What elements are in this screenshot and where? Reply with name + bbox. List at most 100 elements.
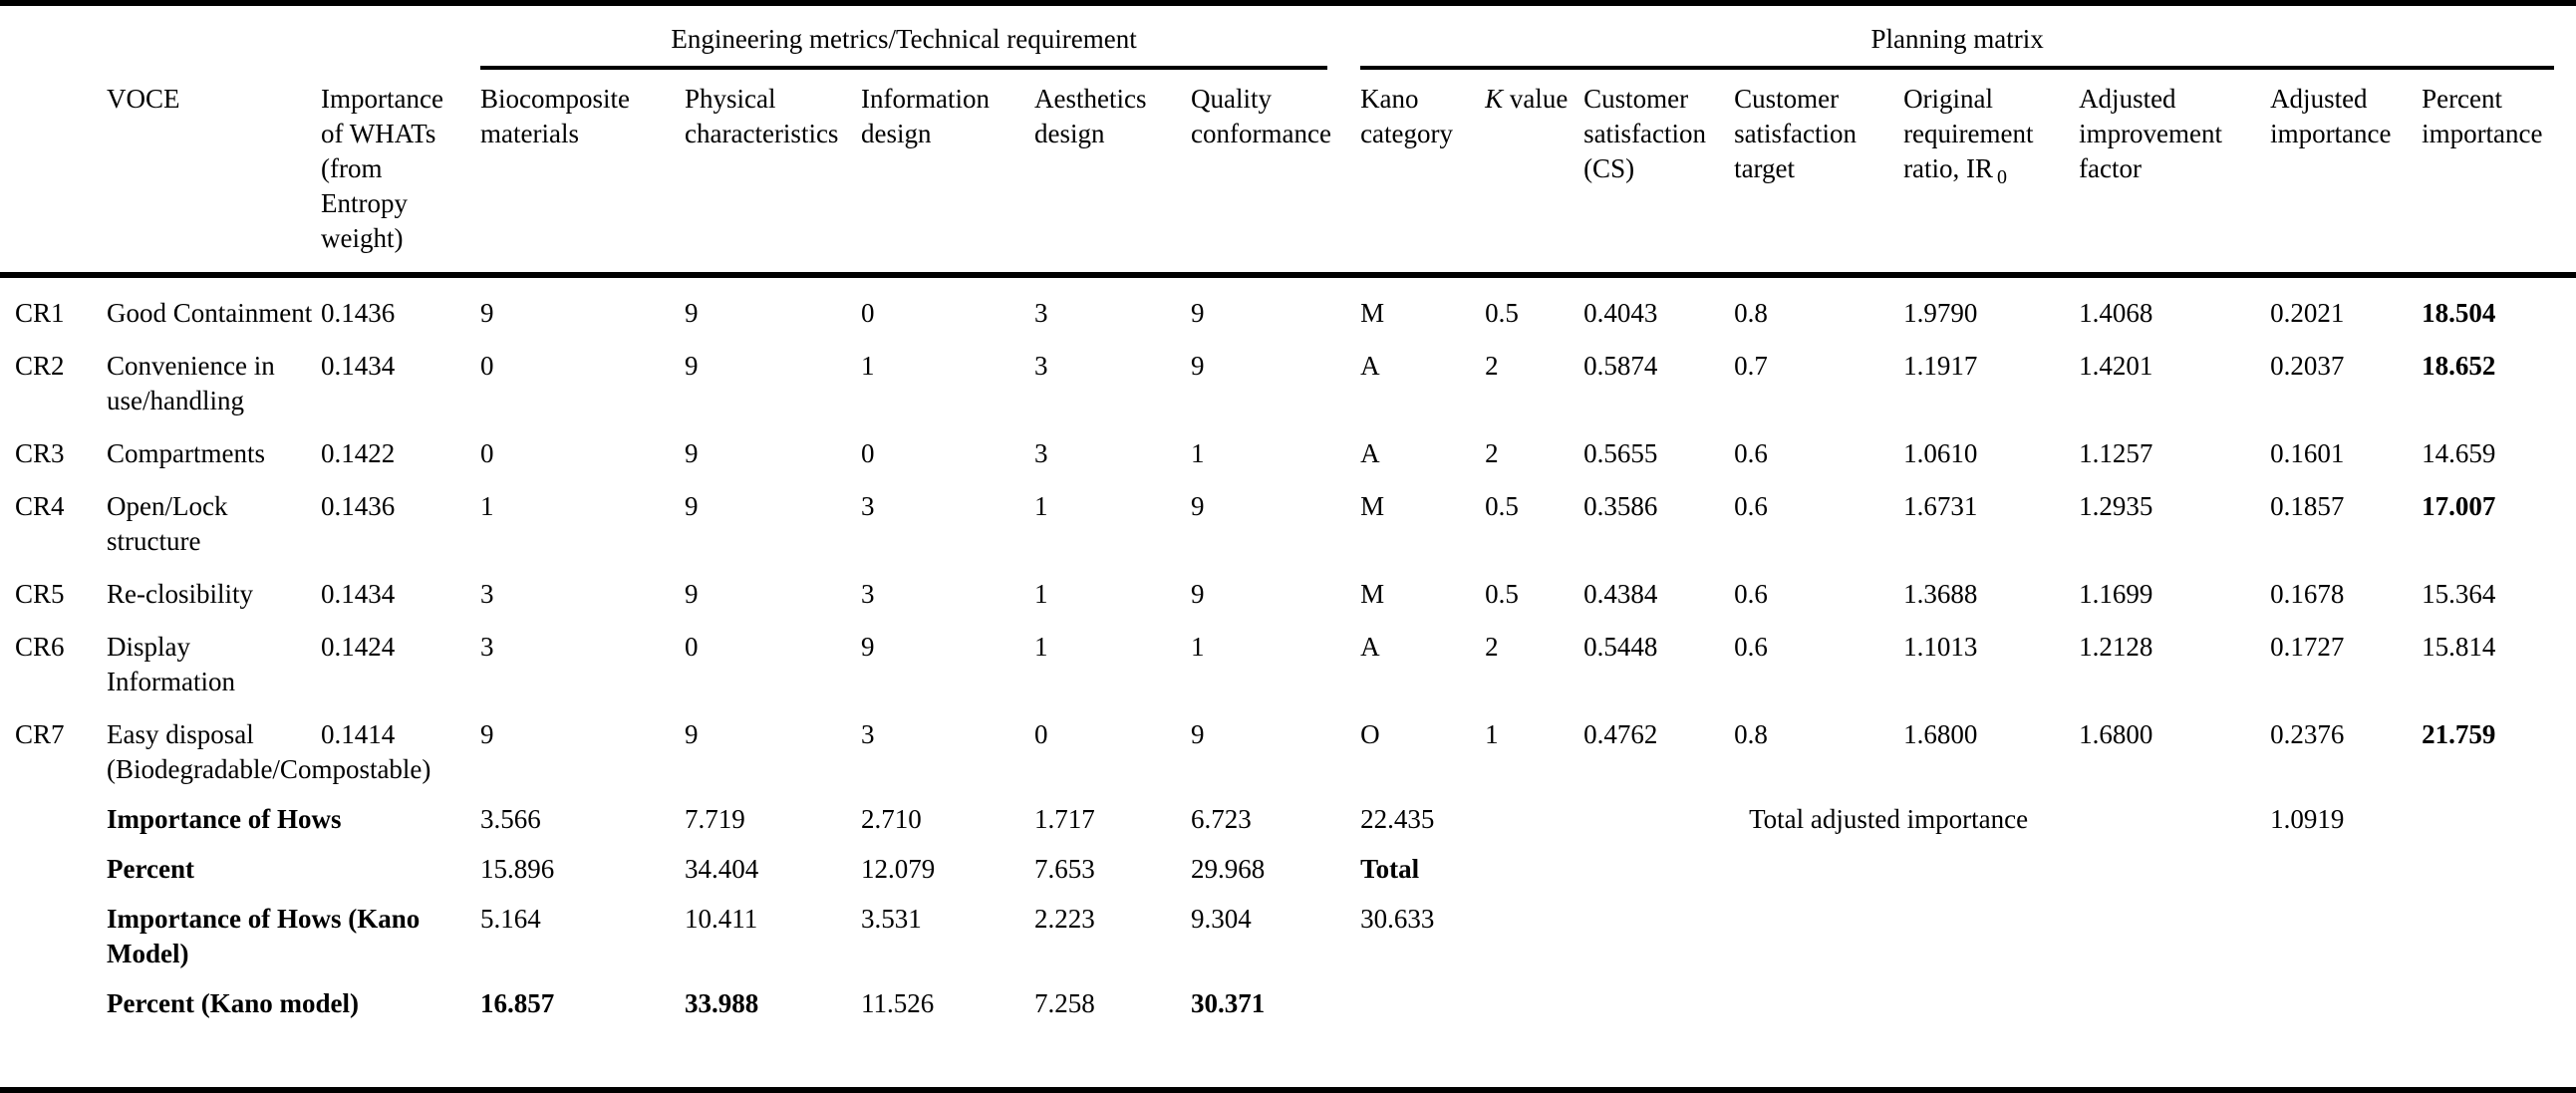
footer-label: Importance of Hows (Kano Model) — [107, 904, 421, 968]
group-header-engineering: Engineering metrics/Technical requiremen… — [480, 3, 1360, 70]
cs-cell: 0.5655 — [1583, 438, 1658, 468]
spacer-cell — [0, 787, 107, 837]
quality-kano-total: 9.304 — [1191, 904, 1252, 934]
quality-cell: 9 — [1191, 491, 1205, 521]
cs-target-cell: 0.6 — [1734, 491, 1768, 521]
biocomposite-percent: 15.896 — [480, 854, 555, 884]
grand-total: 30.633 — [1360, 904, 1435, 934]
importance-whats-cell: 0.1414 — [321, 719, 396, 749]
ir0-cell: 1.1013 — [1903, 632, 1978, 662]
percent-importance-cell: 18.652 — [2422, 351, 2496, 381]
cs-cell: 0.4762 — [1583, 719, 1658, 749]
planning-group-rule: Planning matrix — [1360, 22, 2555, 70]
information-percent: 12.079 — [861, 854, 936, 884]
adj-improvement-cell: 1.1257 — [2079, 438, 2153, 468]
cs-target-cell: 0.6 — [1734, 632, 1768, 662]
adj-importance-cell: 0.2376 — [2270, 719, 2345, 749]
ir0-cell: 1.0610 — [1903, 438, 1978, 468]
footer-row-percent: Percent 15.896 34.404 12.079 7.653 29.96… — [0, 837, 2576, 887]
aesthetics-cell: 3 — [1034, 438, 1048, 468]
spacer-cell — [2422, 787, 2576, 837]
biocomposite-total: 3.566 — [480, 804, 541, 834]
ir0-cell: 1.6731 — [1903, 491, 1978, 521]
ir0-cell: 1.6800 — [1903, 719, 1978, 749]
table-row-cr7: CR7 Easy disposal (Biodegradable/Compost… — [0, 699, 2576, 787]
biocomposite-cell: 0 — [480, 438, 494, 468]
voce-cell: Good Containment — [107, 298, 313, 328]
quality-cell: 9 — [1191, 351, 1205, 381]
biocomposite-cell: 9 — [480, 298, 494, 328]
table-row-cr3: CR3 Compartments 0.1422 0 9 0 3 1 A 2 0.… — [0, 418, 2576, 471]
spacer-cell — [0, 971, 107, 1021]
aesthetics-cell: 3 — [1034, 298, 1048, 328]
col-header-biocomposite: Biocomposite materials — [480, 84, 631, 148]
quality-cell: 1 — [1191, 632, 1205, 662]
quality-cell: 9 — [1191, 298, 1205, 328]
k-value-cell: 2 — [1485, 632, 1499, 662]
aesthetics-cell: 1 — [1034, 491, 1048, 521]
physical-kano-total: 10.411 — [685, 904, 758, 934]
engineering-group-rule: Engineering metrics/Technical requiremen… — [480, 22, 1328, 70]
voce-cell: Display Information — [107, 632, 235, 696]
row-id: CR5 — [15, 579, 65, 609]
adj-improvement-cell: 1.1699 — [2079, 579, 2153, 609]
k-italic: K — [1485, 84, 1504, 114]
voce-cell: Convenience in use/handling — [107, 351, 275, 415]
adj-importance-cell: 0.2021 — [2270, 298, 2345, 328]
col-header-voce: VOCE — [107, 84, 180, 114]
adj-improvement-cell: 1.2935 — [2079, 491, 2153, 521]
voce-cell: Easy disposal (Biodegradable/Compostable… — [107, 719, 431, 784]
col-header-kano-category: Kano category — [1360, 84, 1454, 148]
table-row-cr4: CR4 Open/Lock structure 0.1436 1 9 3 1 9… — [0, 471, 2576, 559]
table-row-cr6: CR6 Display Information 0.1424 3 0 9 1 1… — [0, 612, 2576, 699]
quality-cell: 1 — [1191, 438, 1205, 468]
col-header-adjusted-improvement: Adjusted improvement factor — [2079, 84, 2223, 183]
kano-category-cell: M — [1360, 491, 1385, 521]
k-value-cell: 2 — [1485, 438, 1499, 468]
ir0-cell: 1.3688 — [1903, 579, 1978, 609]
row-id: CR6 — [15, 632, 65, 662]
cs-cell: 0.5874 — [1583, 351, 1658, 381]
spacer-cell — [0, 3, 480, 70]
total-label: Total — [1360, 854, 1420, 884]
physical-cell: 9 — [685, 438, 699, 468]
table-row-cr2: CR2 Convenience in use/handling 0.1434 0… — [0, 331, 2576, 418]
spacer-cell — [1485, 887, 2576, 971]
physical-total: 7.719 — [685, 804, 745, 834]
physical-cell: 9 — [685, 719, 699, 749]
group-header-planning: Planning matrix — [1360, 3, 2576, 70]
biocomposite-kano-percent: 16.857 — [480, 988, 555, 1018]
adj-importance-cell: 0.1678 — [2270, 579, 2345, 609]
voce-cell: Re-closibility — [107, 579, 253, 609]
k-value-cell: 0.5 — [1485, 298, 1519, 328]
importance-whats-cell: 0.1436 — [321, 491, 396, 521]
importance-whats-cell: 0.1434 — [321, 579, 396, 609]
k-value-cell: 0.5 — [1485, 579, 1519, 609]
percent-importance-cell: 14.659 — [2422, 438, 2496, 468]
spacer-cell — [0, 837, 107, 887]
qfd-kano-table: Engineering metrics/Technical requiremen… — [0, 0, 2576, 1021]
aesthetics-cell: 1 — [1034, 632, 1048, 662]
quality-cell: 9 — [1191, 719, 1205, 749]
information-cell: 3 — [861, 491, 875, 521]
physical-cell: 9 — [685, 579, 699, 609]
biocomposite-cell: 9 — [480, 719, 494, 749]
information-kano-percent: 11.526 — [861, 988, 935, 1018]
cs-cell: 0.4384 — [1583, 579, 1658, 609]
physical-cell: 9 — [685, 491, 699, 521]
col-header-quality: Quality conformance — [1191, 84, 1331, 148]
aesthetics-cell: 3 — [1034, 351, 1048, 381]
importance-whats-cell: 0.1424 — [321, 632, 396, 662]
information-cell: 9 — [861, 632, 875, 662]
importance-whats-cell: 0.1434 — [321, 351, 396, 381]
cs-target-cell: 0.8 — [1734, 719, 1768, 749]
k-value-cell: 2 — [1485, 351, 1499, 381]
information-cell: 0 — [861, 298, 875, 328]
total-adjusted-importance-label: Total adjusted importance — [1749, 804, 2029, 834]
col-header-information: Information design — [861, 84, 990, 148]
spacer-cell — [0, 887, 107, 971]
ir0-cell: 1.9790 — [1903, 298, 1978, 328]
percent-importance-cell: 21.759 — [2422, 719, 2496, 749]
col-header-original-ratio: Original requirement ratio, IR 0 — [1903, 70, 2079, 275]
importance-whats-cell: 0.1436 — [321, 298, 396, 328]
